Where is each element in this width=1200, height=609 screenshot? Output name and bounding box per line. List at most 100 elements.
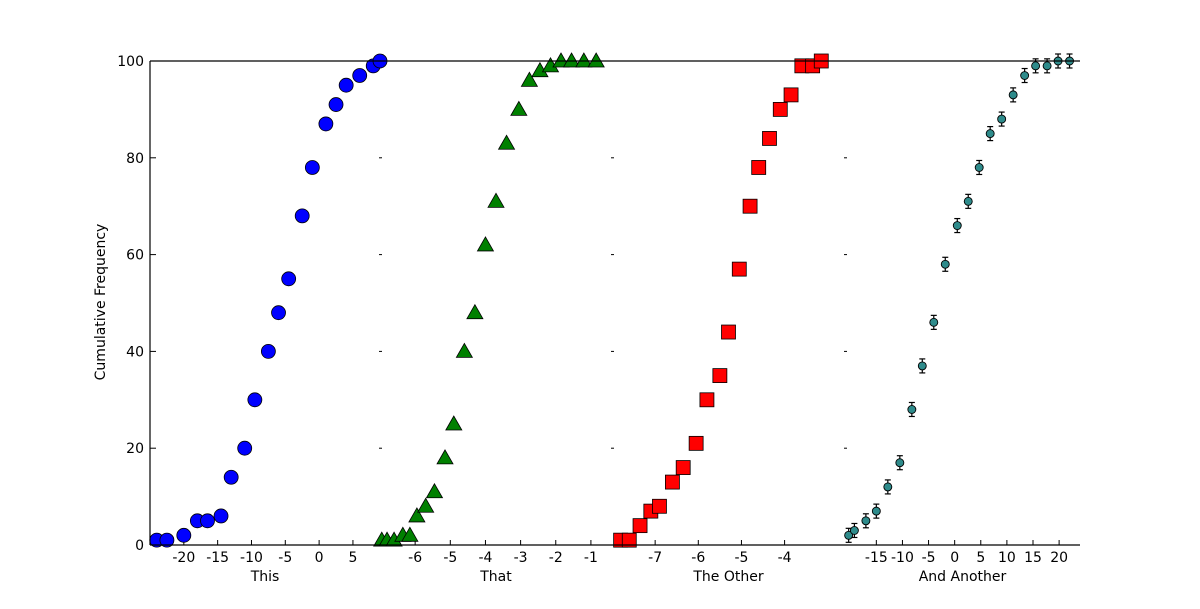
- data-point: [652, 498, 667, 514]
- data-point: [436, 449, 454, 465]
- x-tick-label: -4: [778, 550, 792, 566]
- x-tick-label: 0: [315, 550, 324, 566]
- data-point: [731, 261, 747, 277]
- y-tick-label: 40: [126, 344, 144, 360]
- y-tick-label: 60: [126, 248, 144, 264]
- data-point: [621, 532, 637, 548]
- data-point: [974, 163, 984, 172]
- data-point: [401, 526, 419, 542]
- data-point: [940, 259, 950, 269]
- data-point: [304, 160, 320, 175]
- data-point: [871, 506, 881, 516]
- data-point: [497, 134, 516, 150]
- x-axis-label: This: [250, 569, 280, 585]
- x-tick-label: -5: [443, 550, 457, 566]
- data-point: [632, 518, 648, 534]
- data-point: [675, 460, 691, 475]
- data-point: [318, 116, 334, 132]
- data-point: [417, 497, 435, 513]
- data-point: [176, 527, 192, 543]
- data-point: [772, 102, 788, 117]
- x-tick-label: -1: [584, 550, 598, 566]
- y-axis-label: Cumulative Frequency: [93, 224, 109, 381]
- x-tick-label: -3: [514, 550, 528, 566]
- data-point: [159, 532, 175, 548]
- data-point: [328, 97, 344, 112]
- x-tick-label: -15: [865, 550, 888, 566]
- data-point: [1042, 61, 1052, 71]
- y-tick-label: 20: [126, 441, 144, 457]
- x-tick-label: -20: [172, 550, 195, 566]
- x-tick-label: -10: [240, 550, 263, 566]
- data-point: [552, 52, 570, 68]
- data-point: [895, 458, 905, 468]
- data-point: [783, 87, 799, 103]
- data-point: [963, 196, 973, 206]
- x-tick-label: 0: [950, 550, 959, 566]
- data-point: [247, 392, 263, 408]
- data-point: [688, 435, 704, 451]
- x-tick-label: -6: [408, 550, 422, 566]
- x-axis-label: And Another: [919, 569, 1007, 585]
- data-point: [425, 482, 444, 499]
- data-point: [751, 160, 767, 175]
- x-tick-label: 5: [976, 550, 985, 566]
- data-point: [237, 440, 253, 456]
- data-point: [281, 271, 297, 287]
- data-point: [1031, 61, 1041, 71]
- data-point: [408, 507, 426, 523]
- x-tick-label: -15: [206, 550, 229, 566]
- data-point: [721, 324, 736, 340]
- data-point: [455, 342, 474, 358]
- x-tick-label: -6: [691, 550, 705, 566]
- x-tick-label: 10: [998, 550, 1016, 566]
- data-point: [562, 52, 581, 68]
- data-point: [445, 415, 463, 431]
- data-point: [849, 526, 859, 535]
- x-tick-label: -5: [922, 550, 936, 566]
- x-tick-label: 20: [1050, 550, 1068, 566]
- x-tick-label: 5: [348, 550, 357, 566]
- data-point: [917, 361, 927, 371]
- data-point: [466, 303, 484, 320]
- data-point: [742, 198, 758, 214]
- data-point: [271, 305, 286, 321]
- data-point: [844, 530, 854, 540]
- data-point: [712, 368, 728, 384]
- data-point: [352, 68, 368, 83]
- x-tick-label: -10: [891, 550, 914, 566]
- y-tick-label: 100: [117, 54, 144, 70]
- x-tick-label: 15: [1024, 550, 1042, 566]
- data-point: [952, 221, 962, 231]
- x-axis-label: That: [479, 569, 512, 585]
- data-point: [294, 208, 310, 224]
- data-point: [985, 129, 995, 139]
- x-tick-label: -5: [734, 550, 748, 566]
- data-point: [223, 469, 239, 485]
- data-point: [883, 482, 893, 492]
- data-point: [520, 71, 539, 87]
- data-point: [260, 343, 276, 359]
- data-point: [1008, 90, 1018, 100]
- data-point: [213, 508, 229, 524]
- y-tick-label: 0: [135, 538, 144, 554]
- data-point: [338, 77, 354, 93]
- x-tick-label: -4: [478, 550, 492, 566]
- data-point: [476, 236, 495, 252]
- data-point: [762, 131, 777, 146]
- data-point: [699, 392, 715, 408]
- data-point: [665, 474, 680, 490]
- data-point: [997, 114, 1007, 124]
- data-point: [861, 516, 871, 526]
- data-point: [907, 405, 917, 414]
- data-point: [510, 100, 528, 116]
- data-point: [929, 317, 939, 327]
- x-tick-label: -5: [278, 550, 292, 566]
- x-tick-label: -7: [648, 550, 662, 566]
- x-axis-label: The Other: [692, 569, 763, 585]
- data-point: [587, 52, 605, 68]
- data-point: [487, 192, 505, 208]
- y-tick-label: 80: [126, 151, 144, 167]
